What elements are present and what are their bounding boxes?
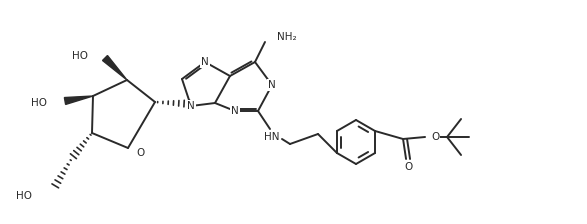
Text: O: O (404, 162, 412, 172)
Polygon shape (65, 96, 93, 104)
Text: HO: HO (72, 51, 88, 61)
Text: NH₂: NH₂ (277, 32, 296, 42)
Text: HN: HN (264, 132, 280, 142)
Text: N: N (268, 80, 276, 90)
Text: O: O (431, 132, 439, 142)
Text: O: O (136, 148, 144, 158)
Text: HO: HO (16, 191, 32, 201)
Text: N: N (201, 57, 209, 67)
Text: HO: HO (31, 98, 47, 108)
Text: N: N (187, 101, 195, 111)
Polygon shape (103, 56, 127, 80)
Text: N: N (231, 106, 239, 116)
